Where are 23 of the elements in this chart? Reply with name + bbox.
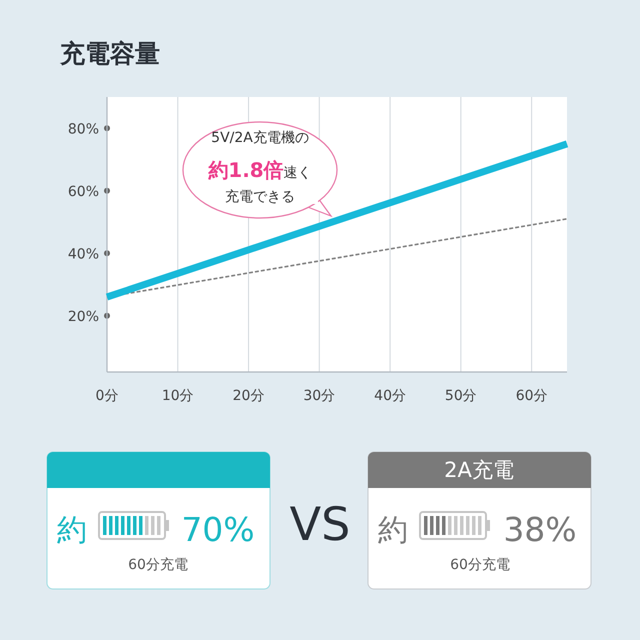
text: VS: [290, 497, 350, 551]
text: 60分充電: [128, 557, 188, 573]
x-tick-label: 50分: [444, 388, 477, 404]
chart-title: 充電容量: [59, 39, 160, 68]
text: 70%: [181, 510, 255, 549]
text: 約: [57, 513, 87, 548]
x-tick-label: 30分: [303, 388, 336, 404]
annotation: 約1.8倍速く: [207, 158, 312, 182]
x-tick-label: 20分: [232, 388, 264, 404]
y-tick-label: 20%: [68, 308, 99, 325]
text: 約: [378, 513, 408, 548]
text: 38%: [503, 510, 577, 549]
y-tick-label: 60%: [68, 184, 99, 200]
x-tick-label: 10分: [162, 388, 194, 404]
x-tick-label: 60分: [516, 388, 548, 404]
y-tick-label: 80%: [68, 121, 99, 138]
y-tick-label: 40%: [68, 246, 99, 262]
x-tick-label: 40分: [374, 388, 406, 404]
x-tick-label: 0分: [96, 388, 118, 404]
annotation: 充電できる: [225, 189, 295, 205]
text: 60分充電: [450, 557, 510, 573]
text: 2A充電: [444, 458, 514, 482]
annotation: 5V/2A充電機の: [211, 130, 309, 146]
